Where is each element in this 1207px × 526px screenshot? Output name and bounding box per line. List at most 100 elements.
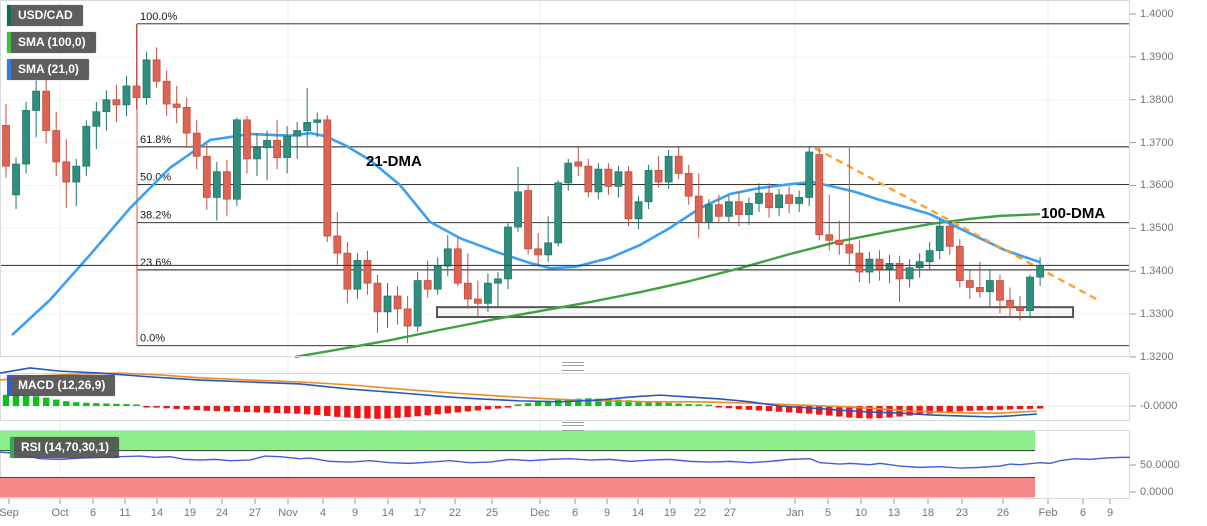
candle-body: [494, 278, 502, 284]
candle-body: [363, 260, 372, 284]
legend-rsi-badge[interactable]: RSI (14,70,30,1): [10, 437, 120, 458]
candle-body: [775, 194, 783, 209]
main-panel-border: [0, 0, 1130, 357]
time-axis-label: Nov: [278, 507, 298, 519]
candle-body: [825, 234, 834, 241]
candle-body: [1026, 276, 1034, 311]
candle-body: [222, 171, 231, 200]
macd-panel-resize-handle[interactable]: [562, 362, 584, 371]
candle-body: [925, 250, 934, 263]
candle-body: [735, 201, 743, 215]
candle-body: [1016, 307, 1024, 311]
sma100-accent-bar: [7, 32, 11, 53]
candle-body: [192, 132, 201, 157]
candle-body: [253, 147, 261, 160]
macd-histogram-bar: [695, 404, 702, 406]
macd-histogram-bar: [113, 403, 120, 406]
candle-body: [815, 154, 824, 236]
macd-histogram-bar: [755, 406, 763, 411]
macd-histogram-bar: [1016, 406, 1024, 410]
time-axis-label: 25: [485, 507, 499, 519]
candle-body: [92, 111, 101, 127]
candle-body: [915, 261, 924, 269]
legend-macd-badge[interactable]: MACD (12,26,9): [7, 375, 116, 396]
macd-histogram-bar: [846, 406, 853, 418]
candle-body: [463, 282, 472, 300]
time-axis-label: 24: [215, 507, 229, 519]
macd-histogram-bar: [484, 406, 492, 410]
time-axis[interactable]: Sep Oct 6 11 14 19 24 27 Nov 4 9 14 17 22 25 Dec 6 9 14 19 2…: [0, 499, 1130, 526]
candle-body: [52, 130, 61, 163]
price-axis-label: 1.3400: [1140, 265, 1174, 278]
macd-histogram-bar: [223, 406, 231, 412]
macd-histogram-bar: [806, 406, 813, 414]
candle-body: [845, 244, 854, 254]
legend-sma100-badge[interactable]: SMA (100,0): [7, 32, 96, 53]
descending-trendline: [814, 147, 1099, 301]
price-axis-label: 1.3200: [1140, 350, 1174, 363]
fib-level-label: 0.0%: [140, 333, 165, 345]
macd-histogram-bar: [645, 401, 652, 406]
candle-body: [885, 263, 894, 270]
macd-histogram-bar: [143, 406, 150, 408]
macd-histogram-bar: [745, 406, 753, 410]
candle-body: [1006, 299, 1014, 308]
macd-histogram-bar: [665, 402, 672, 406]
sma21-label: SMA (21,0): [18, 62, 79, 76]
time-axis-label: 22: [448, 507, 462, 519]
price-axis-label: 50.0000: [1140, 459, 1180, 471]
macd-histogram-bar: [836, 406, 843, 417]
candle-body: [624, 171, 633, 220]
candle-body: [243, 119, 251, 160]
macd-histogram-bar: [1006, 406, 1014, 410]
candle-body: [313, 119, 322, 123]
price-axis-label: 1.4000: [1140, 8, 1174, 20]
macd-histogram-bar: [735, 406, 743, 410]
macd-histogram-bar: [213, 406, 221, 412]
macd-histogram-bar: [896, 406, 903, 417]
time-axis-label: 27: [248, 507, 262, 519]
legend-symbol-badge[interactable]: USD/CAD: [7, 5, 83, 26]
candle-body: [614, 171, 623, 187]
macd-histogram-bar: [233, 406, 241, 412]
candle-body: [333, 235, 342, 254]
macd-histogram-bar: [936, 406, 943, 413]
sma21-annotation: 21-DMA: [366, 153, 422, 170]
time-axis-label: 5: [824, 507, 832, 519]
time-axis-label: 4: [319, 507, 327, 519]
macd-histogram-bar: [976, 406, 984, 411]
macd-histogram-bar: [555, 399, 562, 406]
candle-body: [875, 258, 884, 270]
price-axis-label: 1.3300: [1140, 308, 1174, 321]
macd-histogram-bar: [685, 404, 692, 406]
candle-body: [654, 170, 663, 183]
time-axis-label: Sep: [0, 507, 19, 519]
macd-histogram-bar: [956, 406, 963, 412]
macd-histogram-bar: [133, 404, 140, 406]
macd-histogram-bar: [675, 403, 682, 406]
macd-histogram-bar: [785, 406, 793, 413]
macd-histogram-bar: [474, 406, 482, 411]
macd-histogram-bar: [12, 393, 20, 406]
candle-body: [162, 80, 171, 105]
rsi-panel-resize-handle[interactable]: [562, 422, 584, 431]
macd-histogram-bar: [795, 406, 803, 414]
macd-histogram-bar: [32, 396, 40, 406]
rsi-label: RSI (14,70,30,1): [21, 440, 110, 454]
macd-histogram-bar: [464, 406, 472, 412]
price-axis-label: 1.3700: [1140, 136, 1174, 149]
legend-sma21-badge[interactable]: SMA (21,0): [7, 59, 89, 80]
candle-body: [233, 119, 241, 200]
candle-body: [554, 182, 563, 244]
time-axis-label: Feb: [1038, 507, 1058, 519]
macd-histogram-bar: [394, 406, 401, 418]
macd-histogram-bar: [595, 398, 602, 406]
macd-histogram-bar: [63, 401, 70, 406]
macd-histogram-bar: [765, 406, 773, 412]
price-axis[interactable]: 1.4000 1.3900 1.3800 1.3700 1.3600 1.3500 1.34…: [1130, 0, 1207, 526]
candle-body: [2, 125, 10, 167]
macd-histogram-bar: [173, 406, 180, 409]
price-axis-label: 1.3500: [1140, 222, 1174, 235]
candle-body: [373, 282, 382, 313]
time-axis-label: 14: [631, 507, 645, 519]
